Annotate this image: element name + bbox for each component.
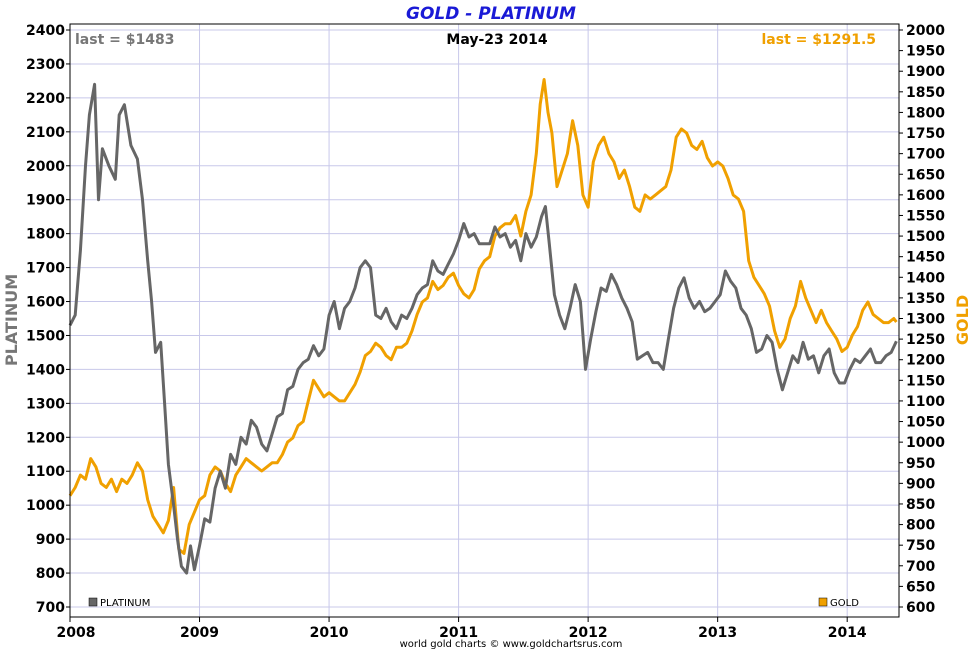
left-tick-label: 1500	[26, 328, 65, 344]
right-tick-label: 600	[906, 600, 935, 616]
right-tick-label: 1050	[906, 415, 945, 431]
legend-gold-swatch	[818, 597, 828, 607]
x-tick-label: 2012	[569, 625, 608, 641]
right-tick-label: 650	[906, 579, 935, 595]
x-axis-ticks: 2008 2009 2010 2011 2012 2013 2014	[57, 617, 867, 641]
right-tick-label: 1550	[906, 208, 945, 224]
x-tick-label: 2009	[180, 625, 219, 641]
left-tick-label: 2300	[26, 57, 65, 73]
left-tick-label: 800	[36, 566, 65, 582]
right-tick-label: 750	[906, 538, 935, 554]
left-tick-label: 2000	[26, 159, 65, 175]
plot-frame	[69, 23, 900, 618]
right-tick-label: 1000	[906, 435, 945, 451]
left-tick-label: 1700	[26, 261, 65, 277]
left-tick-label: 900	[36, 532, 65, 548]
right-tick-label: 1250	[906, 332, 945, 348]
left-tick-label: 1600	[26, 295, 65, 311]
left-tick-label: 1000	[26, 498, 65, 514]
x-tick-label: 2008	[57, 625, 96, 641]
right-tick-label: 1950	[906, 44, 945, 60]
credit-text: world gold charts © www.goldchartsrus.co…	[400, 639, 623, 650]
left-tick-label: 2400	[26, 23, 65, 39]
right-tick-label: 1400	[906, 270, 945, 286]
x-tick-label: 2011	[439, 625, 478, 641]
date-label: May-23 2014	[446, 32, 547, 48]
right-tick-label: 1900	[906, 64, 945, 80]
right-tick-label: 950	[906, 456, 935, 472]
right-tick-label: 1500	[906, 229, 945, 245]
right-tick-label: 1200	[906, 353, 945, 369]
right-tick-label: 1300	[906, 312, 945, 328]
x-tick-label: 2013	[698, 625, 737, 641]
chart-title: GOLD - PLATINUM	[406, 4, 576, 24]
right-tick-label: 1100	[906, 394, 945, 410]
grid-lines	[70, 24, 899, 617]
left-tick-label: 2200	[26, 91, 65, 107]
left-axis-ticks: 700 800 900 1000 1100 1200 1300 1400 1500 1600 170…	[26, 23, 70, 616]
right-tick-label: 1350	[906, 291, 945, 307]
platinum-last-label: last = $1483	[75, 32, 174, 48]
series-line-platinum	[68, 82, 898, 575]
gold-last-label: last = $1291.5	[761, 32, 876, 48]
right-tick-label: 900	[906, 476, 935, 492]
right-tick-label: 1700	[906, 147, 945, 163]
series-line-gold	[68, 78, 898, 555]
right-axis-label: GOLD	[953, 295, 972, 345]
series-layer	[68, 78, 898, 575]
left-tick-label: 1300	[26, 396, 65, 412]
right-axis-ticks: 600 650 700 750 800 850 900 950 1000 1050 1100 1150…	[899, 23, 945, 616]
right-tick-label: 1750	[906, 126, 945, 142]
right-tick-label: 1650	[906, 167, 945, 183]
legend-gold-label: GOLD	[830, 598, 859, 609]
right-tick-label: 2000	[906, 23, 945, 39]
legend-platinum-swatch	[88, 597, 98, 607]
right-tick-label: 1150	[906, 373, 945, 389]
left-tick-label: 2100	[26, 125, 65, 141]
x-tick-label: 2010	[310, 625, 349, 641]
x-tick-label: 2014	[828, 625, 867, 641]
right-tick-label: 850	[906, 497, 935, 513]
left-tick-label: 1100	[26, 464, 65, 480]
right-tick-label: 1600	[906, 188, 945, 204]
left-tick-label: 1200	[26, 430, 65, 446]
right-tick-label: 1800	[906, 105, 945, 121]
left-tick-label: 1900	[26, 193, 65, 209]
right-tick-label: 800	[906, 518, 935, 534]
left-tick-label: 1400	[26, 362, 65, 378]
left-axis-label: PLATINUM	[2, 274, 21, 366]
right-tick-label: 1450	[906, 250, 945, 266]
right-tick-label: 1850	[906, 85, 945, 101]
left-tick-label: 1800	[26, 227, 65, 243]
right-tick-label: 700	[906, 559, 935, 575]
left-tick-label: 700	[36, 600, 65, 616]
legend-platinum-label: PLATINUM	[100, 598, 150, 609]
